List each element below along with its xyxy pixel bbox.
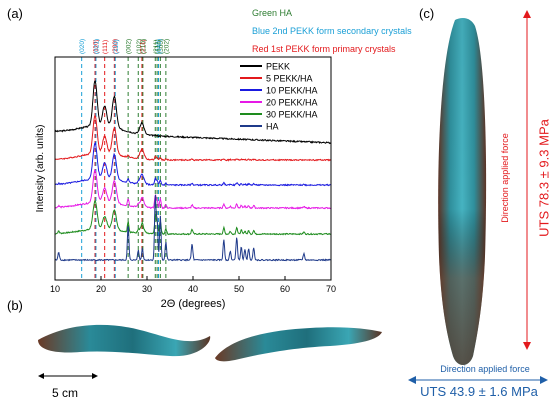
annotation-green-ha: Green HA	[252, 8, 293, 18]
bent-specimens-photo	[38, 324, 382, 362]
panel-label-c: (c)	[419, 6, 435, 21]
x-tick-label: 10	[50, 284, 60, 294]
reference-label: (110)	[113, 39, 120, 54]
legend-label: PEKK	[266, 62, 290, 72]
reference-label: (200)	[112, 39, 119, 54]
xrd-curves	[54, 80, 332, 262]
reference-label: (040)	[156, 39, 163, 54]
x-tick-label: 70	[326, 284, 336, 294]
reference-label: (020)	[79, 39, 86, 54]
series-line-5	[54, 194, 332, 262]
reference-label: (111)	[102, 40, 109, 54]
series-line-0	[54, 80, 332, 145]
reference-lines	[81, 57, 167, 280]
series-line-1	[54, 115, 332, 162]
reference-label: (102)	[136, 39, 143, 54]
horizontal-force-arrow	[408, 376, 548, 384]
reference-label: (002)	[126, 39, 133, 54]
series-line-2	[54, 141, 332, 187]
specimen-right	[215, 327, 382, 362]
vertical-force-label: Direction applied force	[500, 133, 510, 223]
annotation-blue-secondary: Blue 2nd PEKK form secondary crystals	[252, 26, 412, 36]
legend: PEKK 5 PEKK/HA 10 PEKK/HA 20 PEKK/HA 30 PEKK…	[240, 62, 318, 132]
horizontal-uts-value: UTS 43.9 ± 1.6 MPa	[420, 384, 538, 399]
legend-label: 20 PEKK/HA	[266, 98, 318, 108]
reference-label: (021)	[93, 39, 100, 54]
x-tick-label: 40	[188, 284, 198, 294]
reference-label: (210)	[140, 39, 147, 54]
x-tick-label: 20	[96, 284, 106, 294]
specimen-left	[38, 324, 211, 357]
scale-bar	[38, 373, 98, 379]
series-line-3	[54, 168, 332, 210]
straight-specimen-photo	[438, 18, 487, 365]
legend-label: 30 PEKK/HA	[266, 110, 318, 120]
panel-label-a: (a)	[7, 6, 23, 21]
legend-label: HA	[266, 122, 279, 132]
reference-label: (211)	[153, 39, 160, 54]
vertical-uts-value: UTS 78.3 ± 9.3 MPa	[536, 119, 550, 237]
x-axis-ticks: 10 20 30 40 50 60 70	[50, 276, 336, 294]
y-axis-label: Intensity (arb. units)	[35, 125, 46, 213]
reference-label: (211)	[139, 39, 146, 54]
x-axis-label: 2Θ (degrees)	[161, 298, 226, 310]
scale-bar-label: 5 cm	[52, 386, 79, 400]
x-tick-label: 60	[280, 284, 290, 294]
series-line-4	[54, 200, 332, 236]
reference-labels: (020) (110)(021) (111) (200)(110) (002) (102)…	[79, 39, 170, 54]
horizontal-force-label: Direction applied force	[440, 364, 530, 374]
legend-label: 5 PEKK/HA	[266, 74, 313, 84]
reference-label: (300)	[158, 39, 165, 54]
reference-label: (110)	[93, 39, 100, 54]
annotation-red-primary: Red 1st PEKK form primary crystals	[252, 44, 396, 54]
x-tick-label: 30	[142, 284, 152, 294]
reference-label: (112)	[155, 39, 162, 54]
vertical-force-arrow	[523, 10, 531, 350]
panel-label-b: (b)	[7, 298, 23, 313]
x-tick-label: 50	[234, 284, 244, 294]
legend-label: 10 PEKK/HA	[266, 86, 318, 96]
reference-label: (202)	[163, 39, 170, 54]
